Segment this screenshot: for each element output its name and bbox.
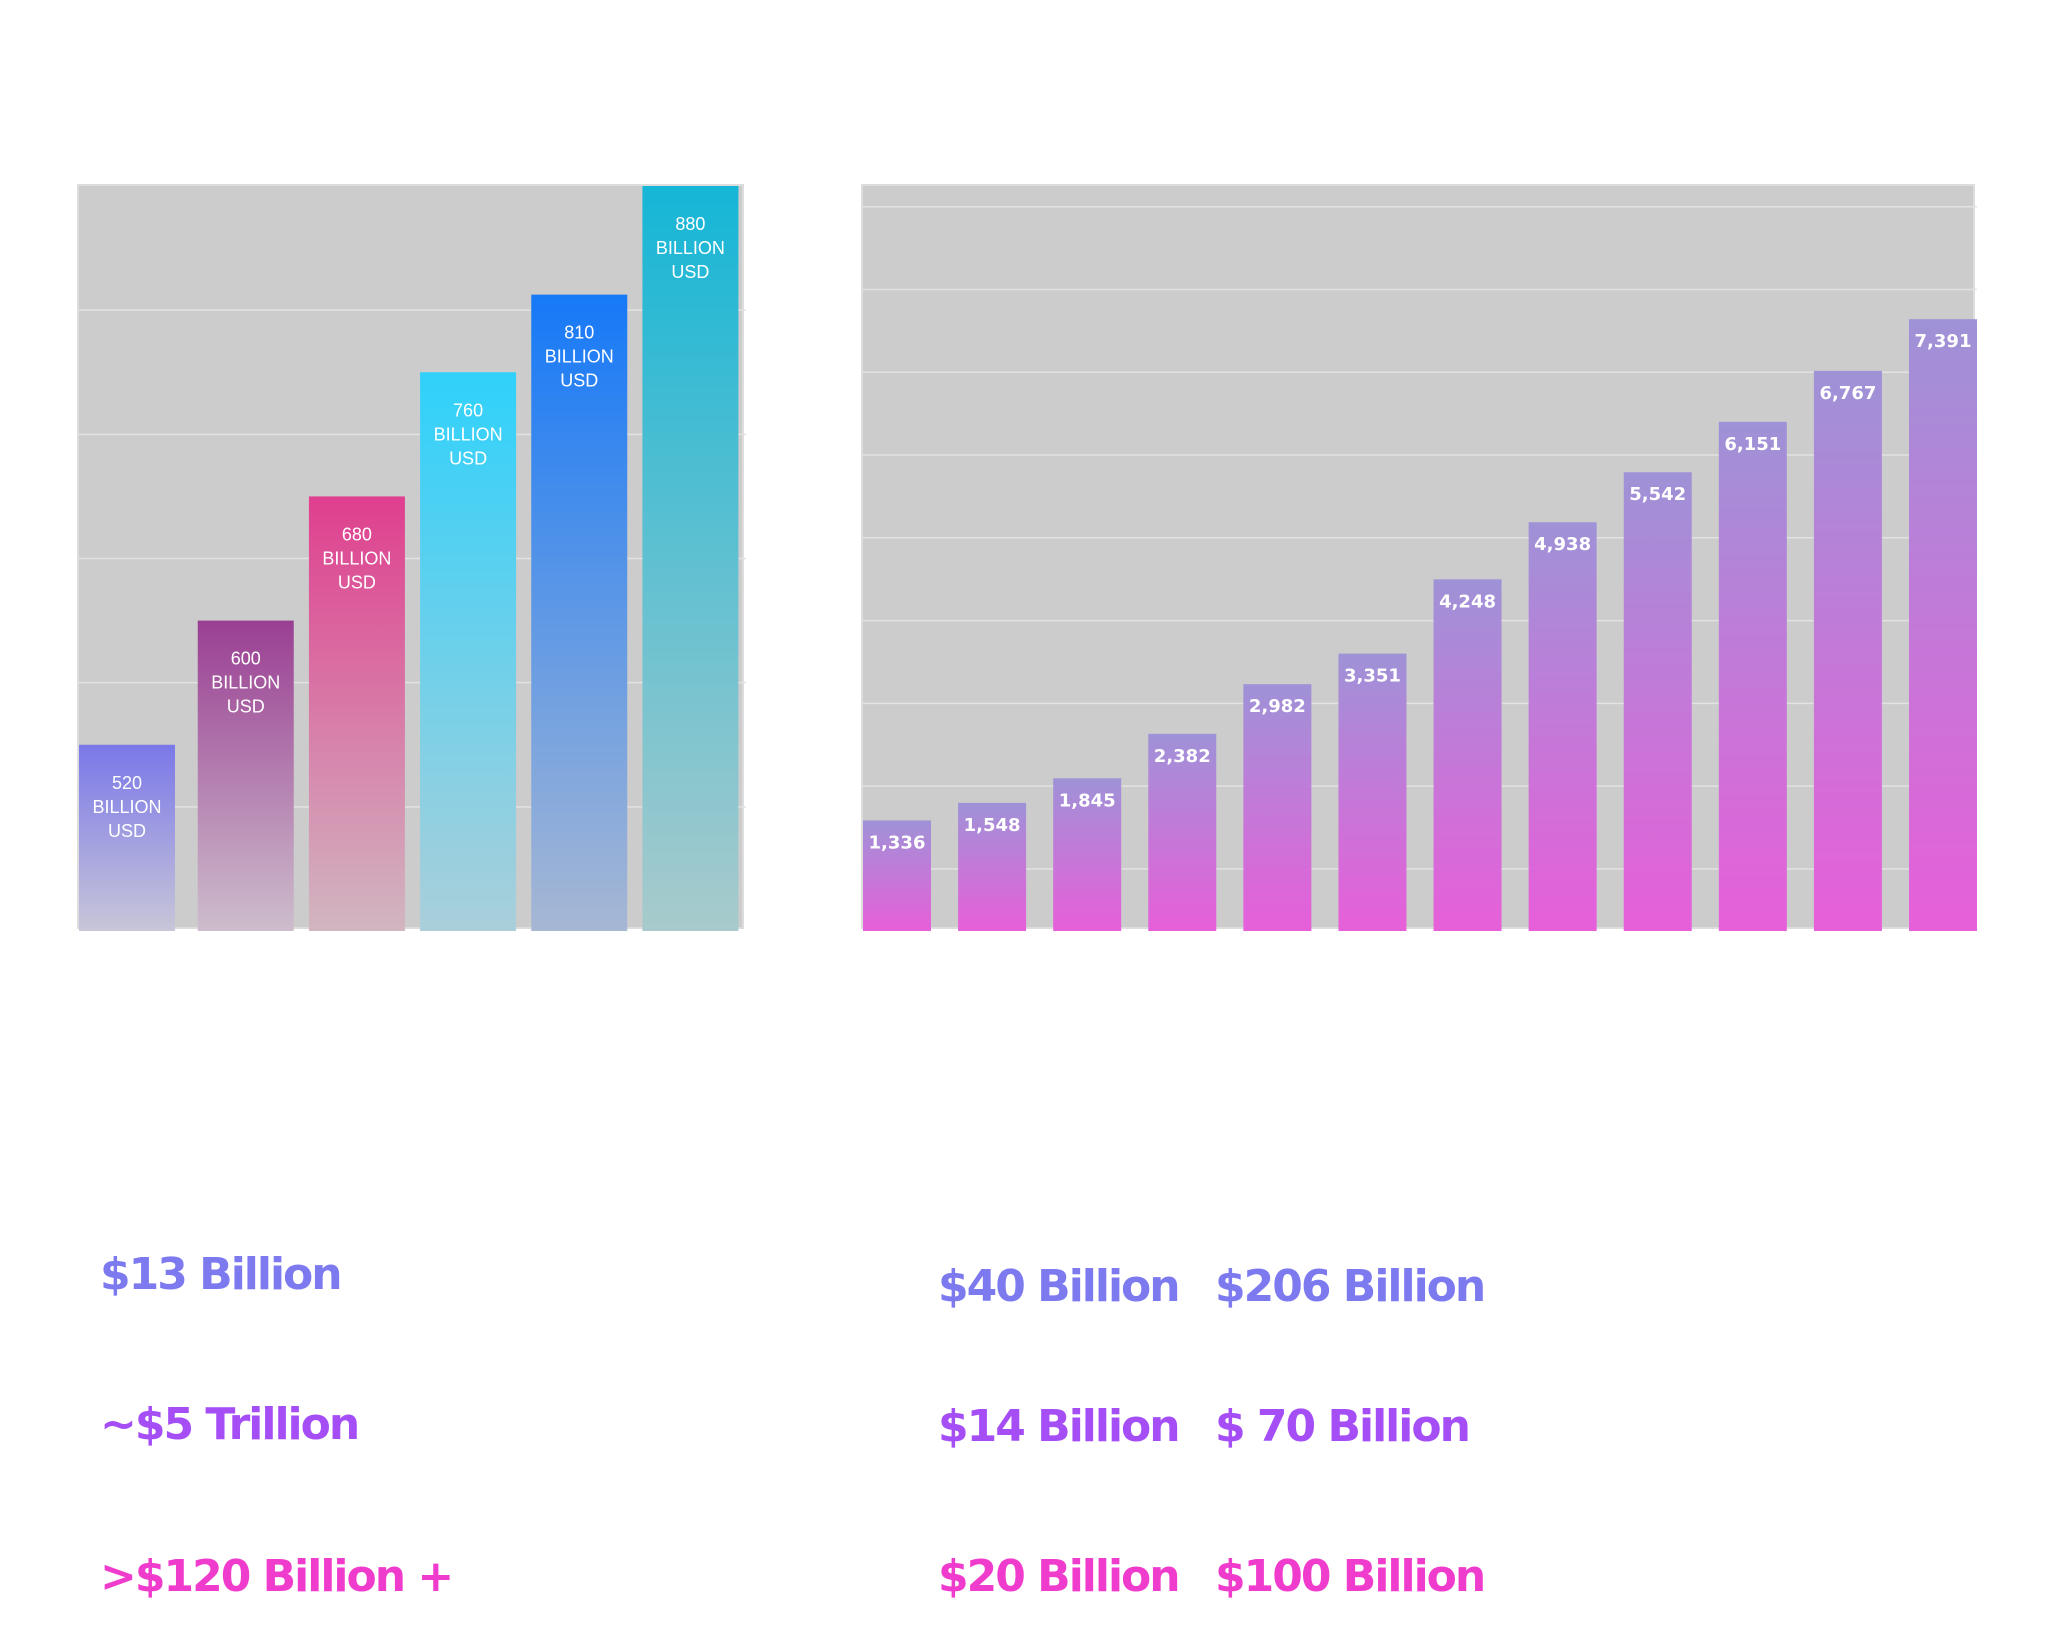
bar xyxy=(1813,370,1882,931)
stat-right-3: $100 Billion xyxy=(1215,1551,1486,1602)
gridlines xyxy=(79,309,746,808)
stat-mid-1: $40 Billion xyxy=(938,1261,1181,1312)
bar-value-label: 760 BILLION USD xyxy=(434,400,503,468)
market-size-bar-chart: 520 BILLION USD 600 BILLION USD 680 BILLION USD 7… xyxy=(77,184,746,931)
stat-mid-2: $14 Billion xyxy=(938,1401,1181,1452)
bar-value-label: 880 BILLION USD xyxy=(656,214,725,282)
growth-bar-chart: 1,336 1,548 1,845 2,382 2,982 3,351 4,248 4,938… xyxy=(861,184,1977,931)
bar xyxy=(1338,653,1407,931)
bar xyxy=(197,620,294,931)
bar-value-label: 6,151 xyxy=(1724,434,1781,455)
bar-value-label: 5,542 xyxy=(1629,484,1686,505)
bar-value-label: 2,982 xyxy=(1249,696,1306,717)
stat-right-2: $ 70 Billion xyxy=(1215,1401,1471,1452)
bar-value-label: 4,248 xyxy=(1439,591,1496,612)
bar-value-label: 1,548 xyxy=(964,815,1021,836)
stat-left-3: >$120 Billion + xyxy=(100,1551,454,1602)
bar-value-label: 6,767 xyxy=(1819,383,1876,404)
bar-value-label: 600 BILLION USD xyxy=(211,649,280,717)
bar xyxy=(642,186,739,931)
stat-left-2: ~$5 Trillion xyxy=(100,1399,360,1450)
bar-value-label: 1,845 xyxy=(1059,790,1116,811)
bar xyxy=(863,820,931,931)
bar xyxy=(1909,319,1977,931)
stat-left-1: $13 Billion xyxy=(100,1249,343,1300)
bar xyxy=(1528,522,1597,931)
bar-value-label: 810 BILLION USD xyxy=(545,323,614,391)
stat-mid-3: $20 Billion xyxy=(938,1551,1181,1602)
bar-value-label: 1,336 xyxy=(869,832,926,853)
gridlines xyxy=(863,205,1977,870)
bar-value-label: 2,382 xyxy=(1154,746,1211,767)
bar xyxy=(1053,778,1122,931)
bar xyxy=(958,802,1027,931)
bar-value-label: 4,938 xyxy=(1534,534,1591,555)
bar xyxy=(1718,421,1787,931)
bar xyxy=(1623,472,1692,931)
bar-value-label: 680 BILLION USD xyxy=(322,524,391,592)
bar xyxy=(79,744,175,931)
bar xyxy=(531,294,628,931)
bar-value-label: 520 BILLION USD xyxy=(92,773,161,841)
bar-value-label: 7,391 xyxy=(1915,331,1972,352)
bar xyxy=(1243,684,1312,931)
bar xyxy=(308,496,405,931)
stat-right-1: $206 Billion xyxy=(1215,1261,1486,1312)
market-size-chart-svg: 520 BILLION USD 600 BILLION USD 680 BILLION USD 7… xyxy=(79,186,746,931)
bar xyxy=(1433,579,1502,931)
bar xyxy=(1148,733,1217,931)
bar-value-label: 3,351 xyxy=(1344,666,1401,687)
bar xyxy=(420,372,517,931)
growth-chart-svg: 1,336 1,548 1,845 2,382 2,982 3,351 4,248 4,938… xyxy=(863,205,1977,931)
